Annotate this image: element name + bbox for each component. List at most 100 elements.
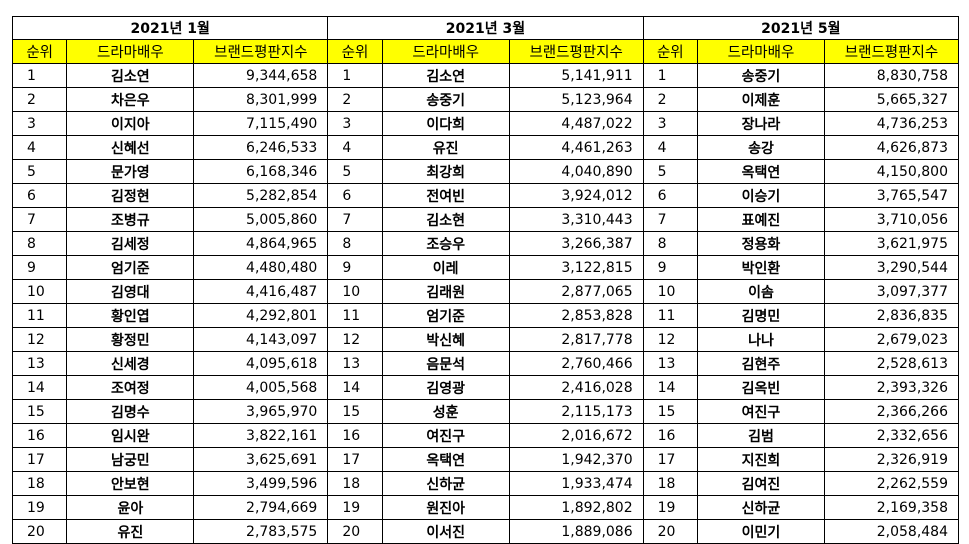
rank-cell: 10: [327, 279, 383, 304]
rank-cell: 19: [11, 495, 68, 520]
rank-cell: 5: [327, 159, 383, 184]
actor-name-cell: 이레: [381, 255, 510, 280]
actor-name-cell: 나나: [697, 327, 825, 352]
actor-name-cell: 여진구: [697, 399, 825, 424]
table-row: 2 차은우 8,301,999 2 송중기 5,123,964 2 이제훈 5,665,327: [11, 87, 960, 112]
index-score-cell: 3,822,161: [193, 423, 329, 448]
index-score-cell: 3,097,377: [823, 279, 960, 304]
index-score-cell: 2,169,358: [823, 495, 960, 520]
table-row: 10 김영대 4,416,487 10 김래원 2,877,065 10 이솜 3,097,37…: [11, 279, 960, 304]
actor-name-cell: 황정민: [66, 327, 195, 352]
rank-header: 순위: [642, 39, 699, 64]
index-score-cell: 5,282,854: [193, 183, 329, 208]
index-score-cell: 1,942,370: [508, 447, 644, 472]
index-score-cell: 2,783,575: [193, 519, 329, 544]
rank-cell: 13: [327, 351, 383, 376]
table-row: 19 윤아 2,794,669 19 원진아 1,892,802 19 신하균 2,169,35…: [11, 495, 960, 520]
actor-name-cell: 김명민: [697, 303, 825, 328]
table-row: 20 유진 2,783,575 20 이서진 1,889,086 20 이민기 2,058,48…: [11, 519, 960, 544]
actor-name-cell: 박인환: [697, 255, 825, 280]
rank-cell: 15: [642, 399, 699, 424]
index-score-cell: 6,168,346: [193, 159, 329, 184]
index-score-cell: 2,877,065: [508, 279, 644, 304]
table-row: 5 문가영 6,168,346 5 최강희 4,040,890 5 옥택연 4,150,800: [11, 159, 960, 184]
actor-name-cell: 윤아: [66, 495, 195, 520]
rank-cell: 14: [327, 375, 383, 400]
index-score-cell: 2,332,656: [823, 423, 960, 448]
index-score-cell: 2,679,023: [823, 327, 960, 352]
rank-cell: 15: [11, 399, 68, 424]
actor-name-cell: 이승기: [697, 183, 825, 208]
actor-name-cell: 김래원: [381, 279, 510, 304]
table-row: 13 신세경 4,095,618 13 음문석 2,760,466 13 김현주 2,528,6…: [11, 351, 960, 376]
actor-name-cell: 여진구: [381, 423, 510, 448]
actor-name-cell: 박신혜: [381, 327, 510, 352]
rank-cell: 4: [642, 135, 699, 160]
index-score-cell: 2,326,919: [823, 447, 960, 472]
table-row: 12 황정민 4,143,097 12 박신혜 2,817,778 12 나나 2,679,02…: [11, 327, 960, 352]
rank-cell: 14: [642, 375, 699, 400]
actor-name-cell: 김현주: [697, 351, 825, 376]
brand-reputation-table: 2021년 1월 2021년 3월 2021년 5월 순위 드라마배우 브랜드평판지수 순위…: [11, 16, 960, 544]
actor-name-cell: 황인엽: [66, 303, 195, 328]
table-row: 15 김명수 3,965,970 15 성훈 2,115,173 15 여진구 2,366,26…: [11, 399, 960, 424]
index-score-cell: 4,480,480: [193, 255, 329, 280]
actor-name-cell: 송중기: [381, 87, 510, 112]
index-score-cell: 4,626,873: [823, 135, 960, 160]
rank-cell: 16: [642, 423, 699, 448]
rank-cell: 6: [11, 183, 68, 208]
index-score-cell: 2,794,669: [193, 495, 329, 520]
rank-cell: 1: [642, 63, 699, 88]
rank-cell: 9: [327, 255, 383, 280]
actor-name-cell: 최강희: [381, 159, 510, 184]
actor-name-cell: 임시완: [66, 423, 195, 448]
rank-cell: 20: [327, 519, 383, 544]
index-score-cell: 9,344,658: [193, 63, 329, 88]
rank-cell: 18: [11, 471, 68, 496]
rank-cell: 2: [327, 87, 383, 112]
index-score-cell: 4,095,618: [193, 351, 329, 376]
actor-name-cell: 남궁민: [66, 447, 195, 472]
actor-name-cell: 정용화: [697, 231, 825, 256]
index-score-cell: 4,150,800: [823, 159, 960, 184]
table-row: 3 이지아 7,115,490 3 이다희 4,487,022 3 장나라 4,736,253: [11, 111, 960, 136]
table-row: 7 조병규 5,005,860 7 김소현 3,310,443 7 표예진 3,710,056: [11, 207, 960, 232]
actor-name-cell: 표예진: [697, 207, 825, 232]
index-score-cell: 2,262,559: [823, 471, 960, 496]
index-score-cell: 3,290,544: [823, 255, 960, 280]
actor-name-cell: 옥택연: [381, 447, 510, 472]
ranking-sheet: 2021년 1월 2021년 3월 2021년 5월 순위 드라마배우 브랜드평판지수 순위…: [11, 16, 960, 544]
index-score-cell: 2,416,028: [508, 375, 644, 400]
rank-cell: 16: [11, 423, 68, 448]
actor-header: 드라마배우: [381, 39, 510, 64]
rank-cell: 17: [327, 447, 383, 472]
table-row: 14 조여정 4,005,568 14 김영광 2,416,028 14 김옥빈 2,393,3…: [11, 375, 960, 400]
table-row: 16 임시완 3,822,161 16 여진구 2,016,672 16 김범 2,332,65…: [11, 423, 960, 448]
actor-name-cell: 이서진: [381, 519, 510, 544]
index-score-cell: 5,005,860: [193, 207, 329, 232]
rank-cell: 5: [11, 159, 68, 184]
index-score-cell: 3,266,387: [508, 231, 644, 256]
actor-name-cell: 신혜선: [66, 135, 195, 160]
index-score-cell: 2,058,484: [823, 519, 960, 544]
index-score-cell: 2,817,778: [508, 327, 644, 352]
rank-cell: 19: [642, 495, 699, 520]
index-score-cell: 4,864,965: [193, 231, 329, 256]
index-score-cell: 2,393,326: [823, 375, 960, 400]
index-score-cell: 5,141,911: [508, 63, 644, 88]
rank-header: 순위: [327, 39, 383, 64]
index-score-cell: 8,830,758: [823, 63, 960, 88]
rank-cell: 13: [11, 351, 68, 376]
actor-name-cell: 김정현: [66, 183, 195, 208]
rank-cell: 12: [327, 327, 383, 352]
actor-name-cell: 김여진: [697, 471, 825, 496]
rank-cell: 17: [642, 447, 699, 472]
actor-name-cell: 김명수: [66, 399, 195, 424]
table-row: 1 김소연 9,344,658 1 김소연 5,141,911 1 송중기 8,830,758: [11, 63, 960, 88]
index-score-cell: 3,621,975: [823, 231, 960, 256]
rank-cell: 18: [642, 471, 699, 496]
index-score-cell: 2,115,173: [508, 399, 644, 424]
index-score-cell: 3,499,596: [193, 471, 329, 496]
rank-cell: 12: [642, 327, 699, 352]
index-score-cell: 2,528,613: [823, 351, 960, 376]
